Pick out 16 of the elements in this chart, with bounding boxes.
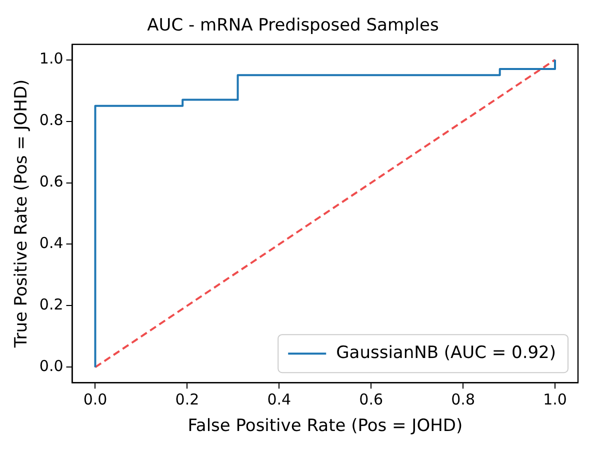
- y-tick-label: 0.0: [39, 357, 64, 376]
- chart-title: AUC - mRNA Predisposed Samples: [147, 16, 439, 36]
- x-axis-title: False Positive Rate (Pos = JOHD): [188, 416, 463, 436]
- y-tick-label: 1.0: [39, 50, 64, 68]
- y-tick-label: 0.2: [39, 296, 64, 314]
- y-tick-label: 0.6: [39, 172, 64, 191]
- x-tick-label: 0.6: [359, 390, 384, 408]
- x-tick-label: 0.0: [83, 390, 108, 408]
- y-tick-label: 0.8: [39, 111, 64, 130]
- x-tick-label: 1.0: [543, 390, 567, 408]
- y-tick-label: 0.4: [39, 234, 64, 252]
- y-axis-title: True Positive Rate (Pos = JOHD): [12, 79, 32, 349]
- x-tick-label: 0.4: [267, 390, 292, 408]
- x-tick-label: 0.8: [451, 390, 475, 408]
- legend-label: GaussianNB (AUC = 0.92): [336, 343, 556, 364]
- x-tick-label: 0.2: [175, 390, 200, 408]
